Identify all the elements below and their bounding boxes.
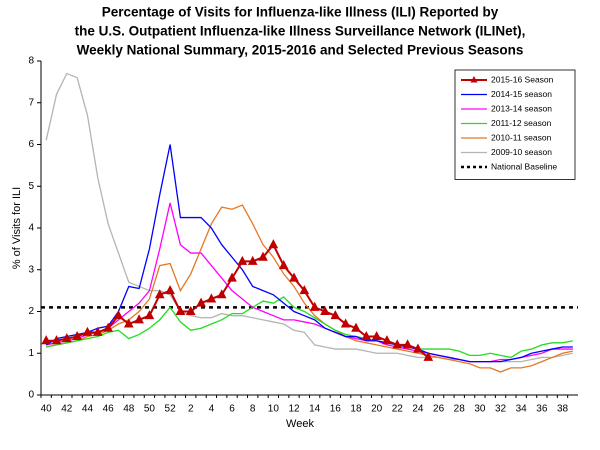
data-point bbox=[413, 343, 423, 353]
x-tick-label: 18 bbox=[350, 404, 362, 415]
data-point bbox=[41, 335, 51, 345]
legend-label: 2014-15 season bbox=[491, 89, 552, 99]
legend-label: 2015-16 Season bbox=[491, 74, 554, 84]
data-point bbox=[289, 272, 299, 282]
x-tick-label: 14 bbox=[309, 404, 321, 415]
x-tick-label: 12 bbox=[288, 404, 300, 415]
x-tick-label: 2 bbox=[188, 404, 194, 415]
x-tick-label: 20 bbox=[371, 404, 383, 415]
legend-marker bbox=[470, 76, 478, 83]
y-tick-label: 1 bbox=[28, 348, 34, 359]
data-point bbox=[227, 272, 237, 282]
data-point bbox=[175, 305, 186, 315]
y-tick-label: 2 bbox=[28, 306, 34, 317]
legend-label: 2010-11 season bbox=[491, 132, 552, 142]
data-point bbox=[144, 310, 155, 320]
chart-title: Percentage of Visits for Influenza-like … bbox=[102, 5, 499, 20]
x-tick-label: 46 bbox=[103, 404, 115, 415]
data-point bbox=[392, 339, 403, 349]
data-point bbox=[351, 322, 361, 332]
data-point bbox=[185, 305, 196, 315]
x-tick-label: 52 bbox=[165, 404, 177, 415]
x-tick-label: 22 bbox=[392, 404, 404, 415]
y-tick-label: 8 bbox=[28, 56, 34, 67]
data-point bbox=[196, 297, 206, 307]
y-tick-label: 5 bbox=[28, 181, 34, 192]
y-tick-label: 6 bbox=[28, 139, 34, 150]
data-point bbox=[103, 322, 113, 332]
x-tick-label: 32 bbox=[495, 404, 507, 415]
legend-label: 2011-12 season bbox=[491, 118, 552, 128]
x-axis-title: Week bbox=[286, 418, 314, 430]
chart-title: Weekly National Summary, 2015-2016 and S… bbox=[77, 43, 524, 58]
y-tick-label: 3 bbox=[28, 264, 34, 275]
x-tick-label: 44 bbox=[82, 404, 94, 415]
data-point bbox=[216, 289, 227, 299]
data-point bbox=[61, 333, 72, 343]
data-point bbox=[113, 310, 124, 320]
data-point bbox=[268, 239, 279, 249]
data-point bbox=[51, 335, 62, 345]
data-point bbox=[165, 285, 175, 295]
legend-box bbox=[454, 69, 576, 180]
data-point bbox=[330, 310, 341, 320]
data-point bbox=[258, 251, 268, 261]
y-tick-label: 7 bbox=[28, 97, 34, 108]
x-tick-label: 28 bbox=[454, 404, 466, 415]
data-point bbox=[92, 326, 103, 336]
y-axis-title: % of Visits for ILI bbox=[11, 187, 23, 269]
x-tick-label: 40 bbox=[41, 404, 53, 415]
x-tick-label: 4 bbox=[209, 404, 215, 415]
data-point bbox=[123, 318, 134, 328]
x-tick-label: 30 bbox=[474, 404, 486, 415]
data-point bbox=[134, 314, 144, 324]
series-line bbox=[46, 204, 573, 373]
y-tick-label: 0 bbox=[28, 390, 34, 401]
x-tick-label: 48 bbox=[123, 404, 135, 415]
x-tick-label: 8 bbox=[250, 404, 256, 415]
data-point bbox=[340, 318, 351, 328]
data-point bbox=[371, 330, 382, 341]
x-tick-label: 50 bbox=[144, 404, 156, 415]
x-tick-label: 42 bbox=[61, 404, 73, 415]
data-point bbox=[278, 260, 289, 270]
data-point bbox=[361, 330, 372, 341]
data-point bbox=[423, 351, 434, 361]
x-tick-label: 10 bbox=[268, 404, 280, 415]
data-point bbox=[154, 289, 165, 299]
data-point bbox=[299, 285, 310, 295]
x-tick-label: 26 bbox=[433, 404, 445, 415]
data-point bbox=[309, 301, 320, 311]
x-tick-label: 38 bbox=[557, 404, 569, 415]
legend-label: 2013-14 season bbox=[491, 103, 552, 113]
series-line bbox=[45, 144, 573, 363]
series-line bbox=[46, 296, 573, 359]
data-point bbox=[247, 255, 258, 265]
x-tick-label: 34 bbox=[516, 404, 528, 415]
data-point bbox=[382, 335, 392, 345]
data-point bbox=[72, 330, 82, 341]
x-tick-label: 24 bbox=[412, 404, 424, 415]
x-tick-label: 16 bbox=[330, 404, 342, 415]
data-point bbox=[206, 293, 217, 303]
x-tick-label: 36 bbox=[536, 404, 548, 415]
data-point bbox=[402, 339, 413, 349]
data-point bbox=[82, 326, 93, 336]
x-tick-label: 6 bbox=[229, 404, 235, 415]
chart-title: the U.S. Outpatient Influenza-like Illne… bbox=[75, 24, 526, 39]
legend-label: National Baseline bbox=[491, 161, 557, 171]
data-point bbox=[320, 305, 330, 315]
legend-label: 2009-10 season bbox=[491, 147, 552, 157]
data-point bbox=[237, 255, 248, 265]
y-tick-label: 4 bbox=[28, 223, 34, 234]
